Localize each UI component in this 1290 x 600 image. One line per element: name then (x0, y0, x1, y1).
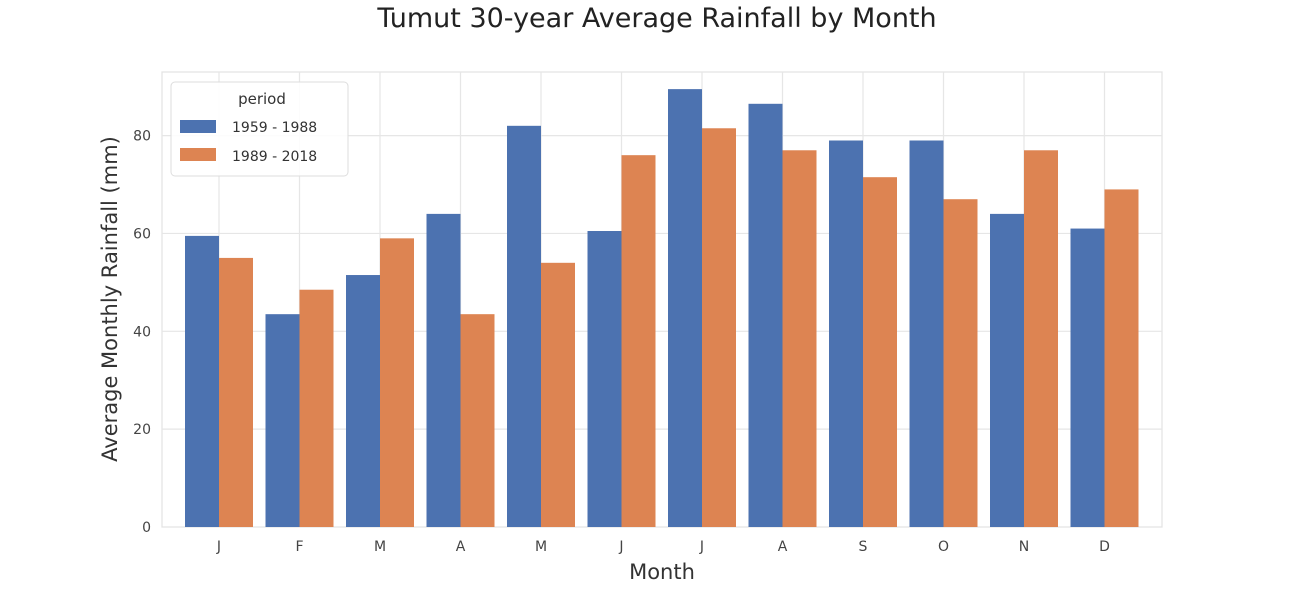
x-tick-label: M (374, 539, 386, 555)
bar-series-1 (346, 275, 380, 527)
bar-series-1 (909, 140, 944, 527)
bar-series-1 (426, 213, 461, 527)
x-tick-label: S (859, 539, 868, 555)
bar-series-2 (1104, 189, 1139, 527)
x-tick-label: A (456, 539, 466, 555)
y-tick-label: 80 (133, 129, 151, 145)
legend-label-series-1: 1959 - 1988 (232, 120, 317, 136)
x-tick-label: O (938, 539, 949, 555)
y-axis-label: Average Monthly Rainfall (mm) (98, 136, 122, 462)
bar-series-1 (990, 213, 1024, 527)
x-tick-label: D (1099, 539, 1110, 555)
x-tick-label: J (699, 539, 704, 555)
legend-title: period (238, 90, 286, 108)
bar-series-2 (702, 128, 736, 528)
legend: period 1959 - 1988 1989 - 2018 (170, 81, 349, 177)
bar-series-2 (299, 289, 334, 527)
bar-series-2 (621, 155, 656, 527)
ticks-layer: 0 20 40 60 80 J F M A M J J A S O N D (133, 129, 1110, 555)
y-tick-label: 60 (133, 226, 151, 242)
bar-series-2 (219, 257, 253, 527)
x-tick-label: M (535, 539, 547, 555)
bar-series-2 (460, 314, 495, 527)
bar-series-1 (507, 125, 541, 528)
y-tick-label: 0 (142, 520, 151, 536)
x-tick-label: J (618, 539, 623, 555)
y-tick-label: 20 (133, 422, 151, 438)
bar-series-1 (265, 314, 300, 527)
x-tick-label: N (1019, 539, 1029, 555)
bar-series-2 (782, 150, 817, 527)
bar-series-1 (748, 103, 783, 527)
legend-swatch-series-2 (180, 148, 216, 161)
bar-series-1 (829, 140, 863, 527)
x-tick-label: J (216, 539, 221, 555)
bar-series-2 (863, 177, 897, 527)
bar-series-1 (587, 231, 622, 527)
x-tick-label: A (778, 539, 788, 555)
bar-series-1 (668, 89, 702, 527)
x-axis-label: Month (629, 560, 695, 584)
legend-label-series-2: 1989 - 2018 (232, 149, 317, 165)
bar-series-1 (1070, 228, 1105, 527)
y-tick-label: 40 (133, 324, 151, 340)
legend-swatch-series-1 (180, 120, 216, 133)
bar-series-1 (185, 235, 219, 528)
bars-layer (185, 89, 1139, 528)
bar-series-2 (541, 262, 575, 527)
bar-series-2 (1024, 150, 1058, 527)
bar-series-2 (380, 238, 414, 527)
chart-title: Tumut 30-year Average Rainfall by Month (376, 3, 936, 34)
bar-series-2 (943, 199, 978, 528)
x-tick-label: F (295, 539, 303, 555)
